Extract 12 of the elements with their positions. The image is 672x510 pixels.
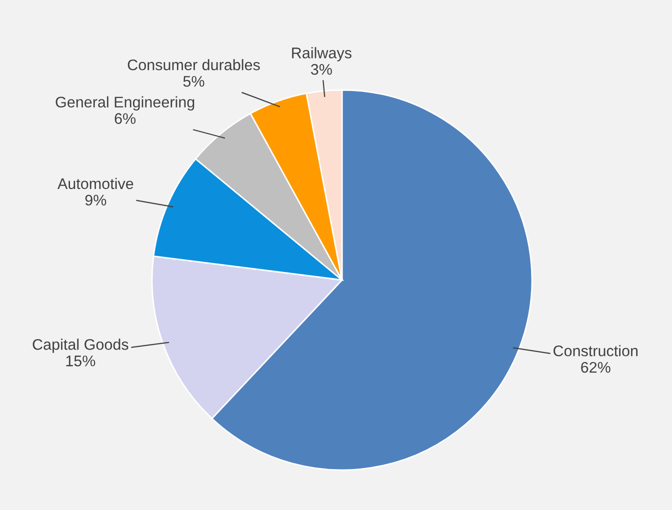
slice-label: Railways [292, 47, 352, 62]
slice-label: Consumer durables [128, 59, 260, 70]
slice-label: Automotive [57, 178, 134, 190]
data-label: 6% [114, 113, 136, 124]
slice-label: Capital Goods [32, 338, 128, 353]
data-label: 15% [66, 356, 96, 366]
slice-label: Construction [554, 345, 638, 356]
data-label: 9% [85, 194, 106, 206]
data-label: 3% [310, 64, 332, 75]
data-label: 5% [183, 76, 204, 87]
slice-label: General Engineering [56, 96, 194, 111]
data-label: 62% [581, 362, 610, 373]
